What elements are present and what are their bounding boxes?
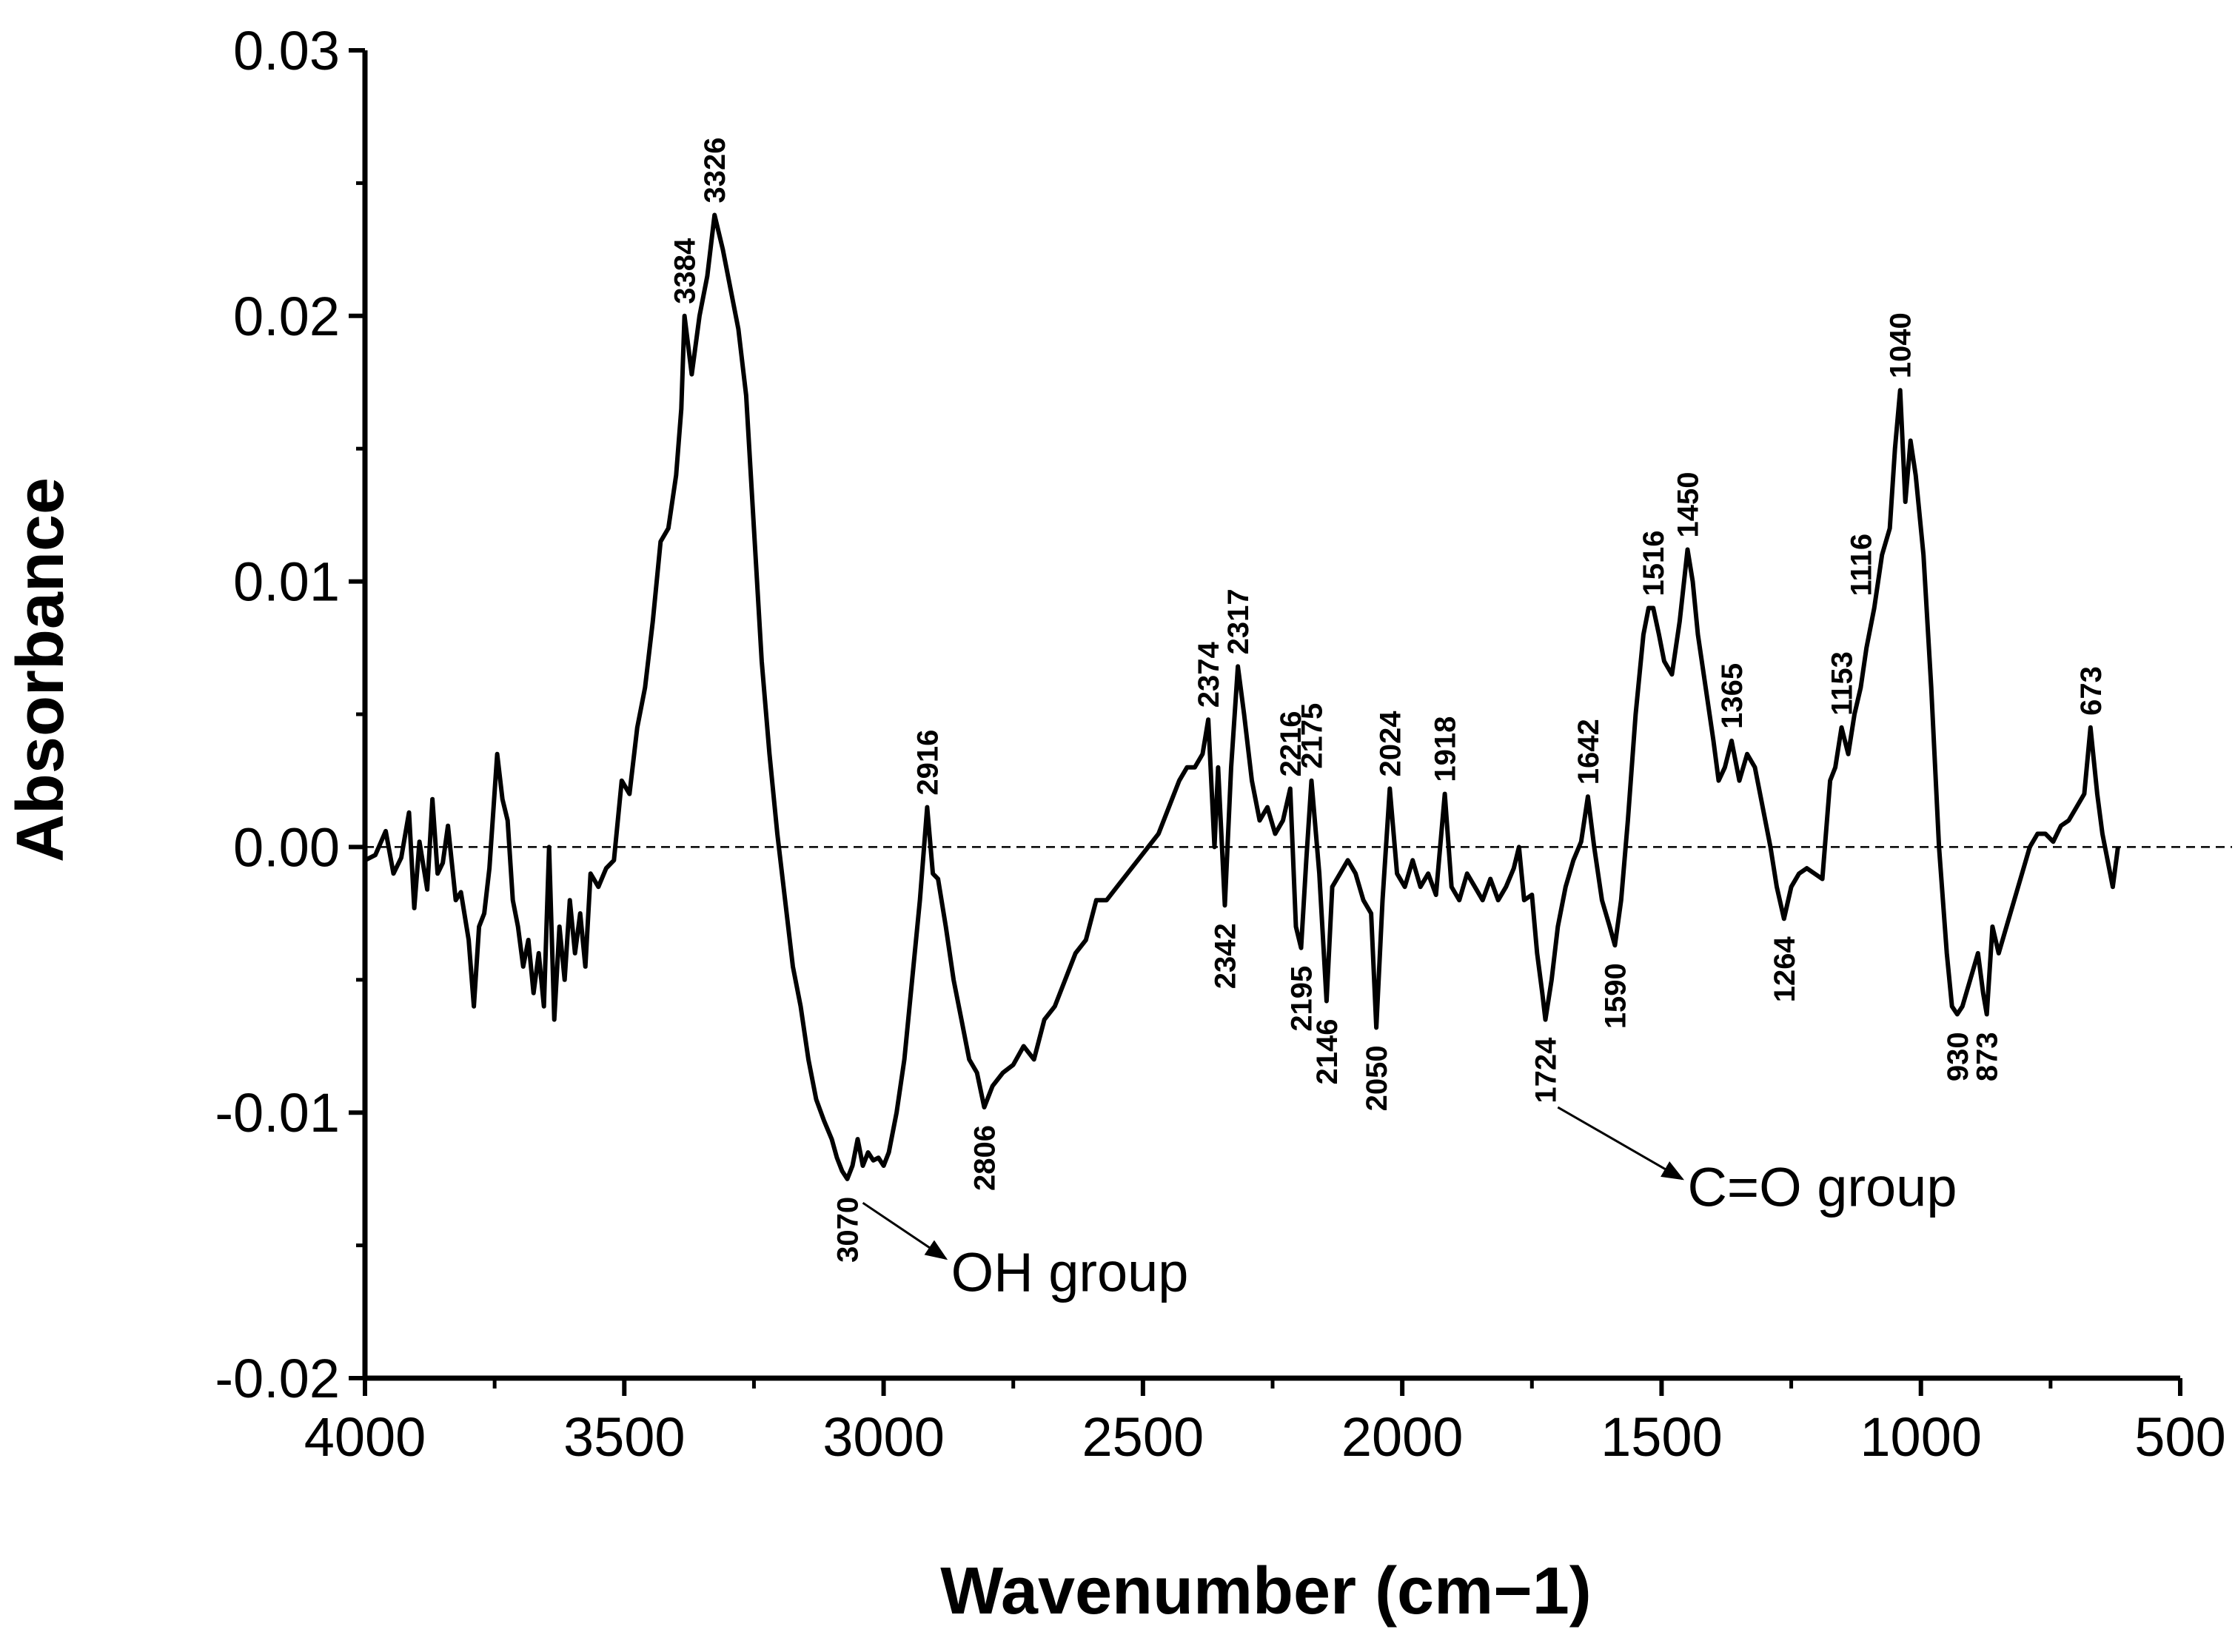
x-tick-label: 3500	[563, 1406, 686, 1468]
peak-label: 1450	[1672, 472, 1705, 538]
y-tick-label: 0.03	[233, 20, 340, 81]
x-tick-label: 2500	[1082, 1406, 1204, 1468]
annotation-label: OH group	[951, 1241, 1189, 1303]
peak-label: 2050	[1361, 1045, 1393, 1111]
peak-label: 1153	[1826, 651, 1859, 716]
peak-label: 1365	[1716, 663, 1749, 729]
y-tick-label: 0.00	[233, 816, 340, 878]
peak-label: 3326	[699, 138, 731, 204]
axes: -0.02 -0.01 0.00 0.01 0.02 0.03 4000 3500 3000 25…	[215, 20, 2225, 1468]
group-annotations: OH group C=O group	[862, 1106, 1957, 1303]
x-tick-label: 500	[2134, 1406, 2225, 1468]
y-tick-label: 0.01	[233, 551, 340, 613]
peak-label: 1590	[1599, 963, 1632, 1029]
peak-label: 1724	[1530, 1037, 1563, 1104]
peak-label: 2342	[1210, 923, 1242, 989]
peak-label: 1040	[1885, 312, 1917, 378]
spectrum-series	[363, 212, 2120, 1181]
y-tick-label: -0.01	[215, 1082, 340, 1144]
peak-label: 1516	[1638, 531, 1670, 597]
annotation-arrow	[862, 1201, 948, 1260]
peak-label: 2374	[1193, 641, 1225, 708]
x-tick-label: 1500	[1601, 1406, 1723, 1468]
peak-label: 2216	[1275, 711, 1307, 777]
peak-label: 2146	[1311, 1019, 1344, 1085]
peak-label: 1116	[1845, 534, 1877, 597]
peak-label: 2916	[911, 730, 944, 796]
peak-label: 2317	[1222, 588, 1255, 654]
peak-label: 1642	[1572, 719, 1605, 785]
annotation-arrow	[1557, 1106, 1685, 1181]
x-tick-label: 3000	[822, 1406, 945, 1468]
peak-label: 2024	[1374, 711, 1407, 777]
y-tick-label: 0.02	[233, 286, 340, 347]
annotation-label: C=O group	[1687, 1157, 1957, 1218]
x-tick-label: 2000	[1341, 1406, 1464, 1468]
x-tick-label: 1000	[1860, 1406, 1982, 1468]
x-axis-title: Wavenumber (cm−1)	[940, 1554, 1591, 1628]
spectrum-line	[363, 212, 2120, 1181]
peak-label: 2806	[969, 1125, 1002, 1191]
peak-label: 1264	[1769, 936, 1801, 1003]
peak-label: 673	[2075, 666, 2108, 716]
peak-label: 930	[1942, 1032, 1974, 1081]
peak-label: 1918	[1430, 716, 1462, 782]
peak-label: 2175	[1296, 703, 1329, 769]
y-axis-title: Absorbance	[4, 477, 78, 862]
peak-label: 3384	[669, 238, 702, 304]
x-tick-label: 4000	[304, 1406, 426, 1468]
peak-label: 2195	[1286, 966, 1318, 1032]
y-tick-label: -0.02	[215, 1348, 340, 1409]
peak-label: 3070	[832, 1197, 865, 1263]
peak-label: 873	[1971, 1032, 2004, 1081]
